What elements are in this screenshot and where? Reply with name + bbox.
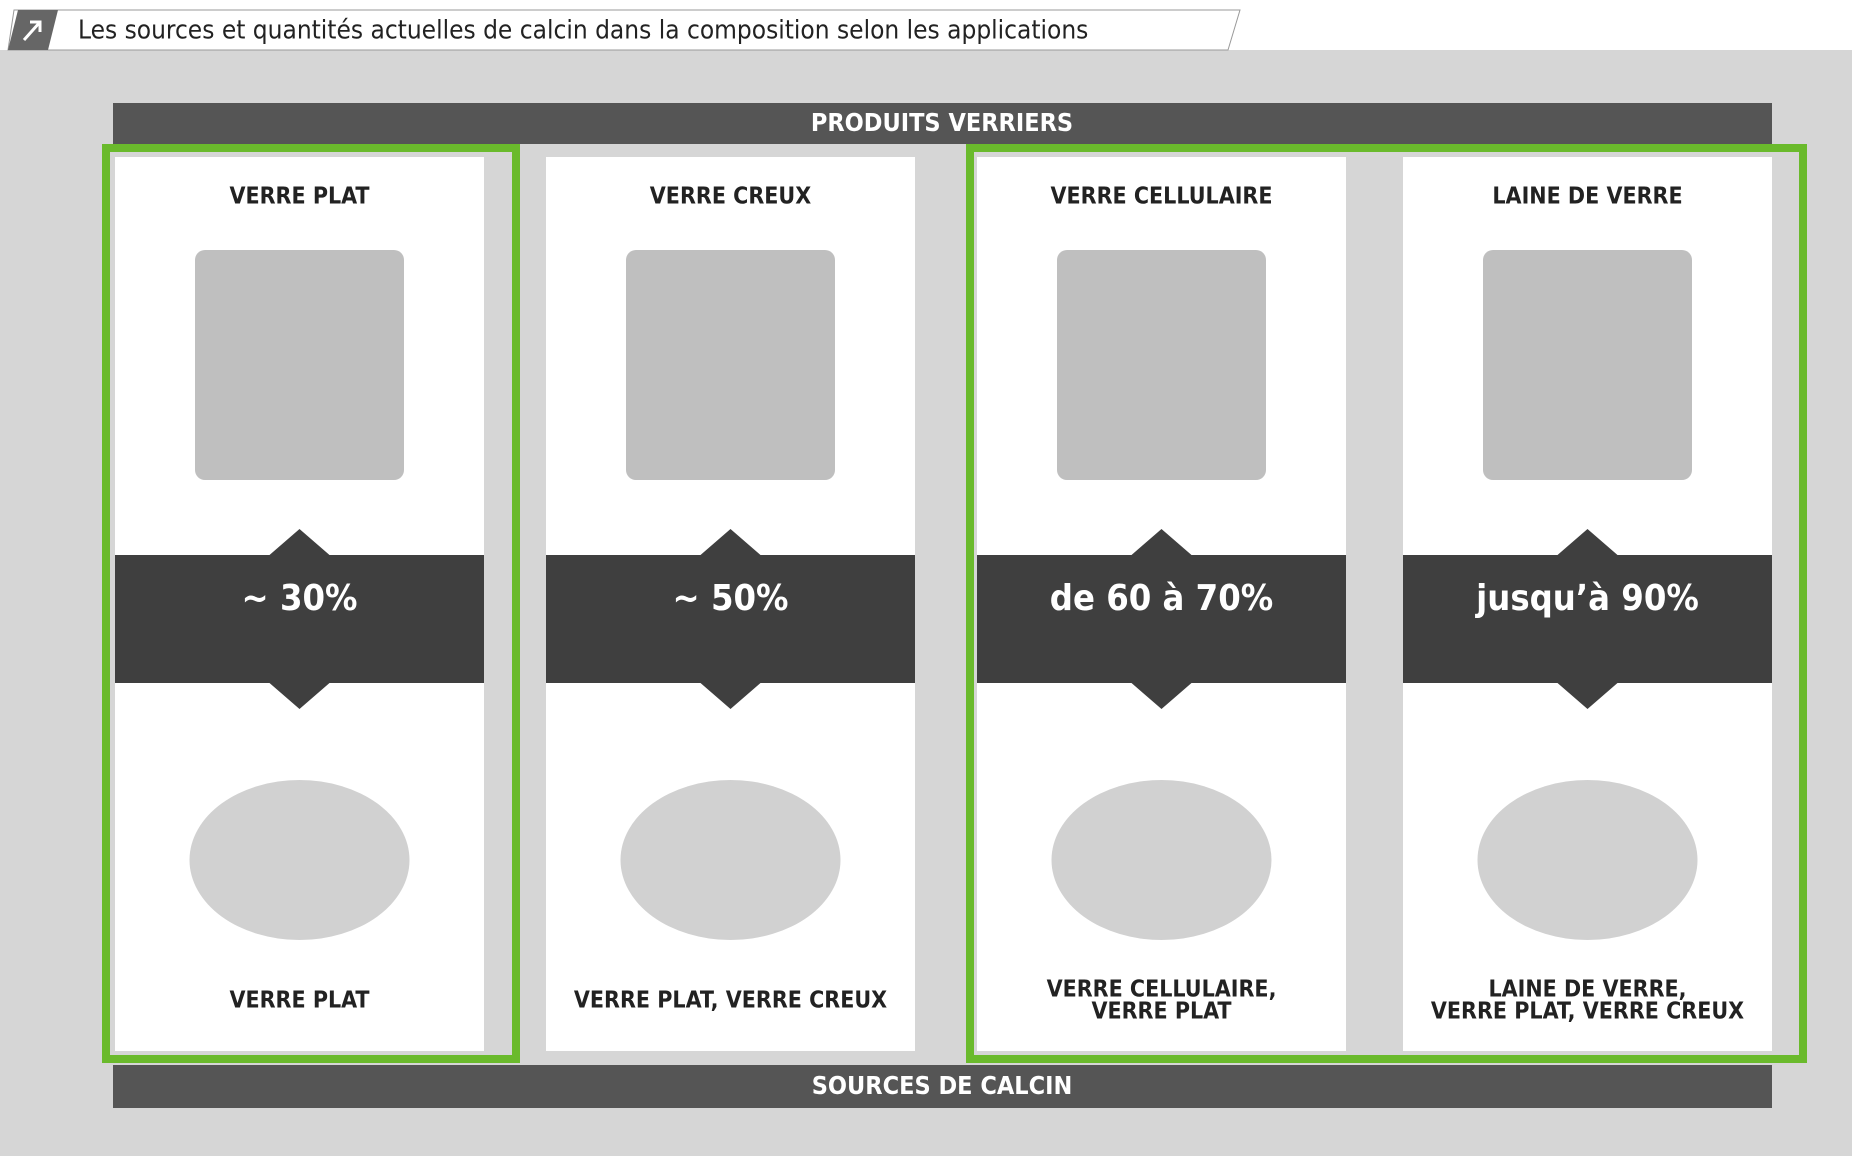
source-label: VERRE PLAT, VERRE CREUX	[574, 988, 887, 1014]
product-label: LAINE DE VERRE	[1492, 184, 1682, 210]
share-label: de 60 à 70%	[1050, 578, 1273, 619]
share-label: ~ 50%	[673, 578, 789, 619]
product-label: VERRE CELLULAIRE	[1050, 184, 1272, 210]
header-label: PRODUITS VERRIERS	[811, 108, 1073, 137]
share-label: jusqu’à 90%	[1474, 578, 1699, 619]
source-label: VERRE PLAT	[1091, 999, 1231, 1025]
product-image	[195, 250, 404, 480]
title: Les sources et quantités actuelles de ca…	[78, 16, 1088, 46]
footer-label: SOURCES DE CALCIN	[812, 1071, 1073, 1100]
product-image	[626, 250, 835, 480]
cullet-image	[1052, 780, 1272, 940]
product-label: VERRE PLAT	[229, 184, 369, 210]
product-label: VERRE CREUX	[650, 184, 811, 210]
product-image	[1057, 250, 1266, 480]
share-label: ~ 30%	[242, 578, 358, 619]
source-label: VERRE PLAT, VERRE CREUX	[1431, 999, 1744, 1025]
share-band	[977, 529, 1346, 709]
cullet-image	[621, 780, 841, 940]
cullet-image	[190, 780, 410, 940]
cullet-image	[1478, 780, 1698, 940]
share-band	[546, 529, 915, 709]
infographic: Les sources et quantités actuelles de ca…	[0, 0, 1852, 1156]
product-image	[1483, 250, 1692, 480]
share-band	[115, 529, 484, 709]
share-band	[1403, 529, 1772, 709]
source-label: VERRE PLAT	[229, 988, 369, 1014]
